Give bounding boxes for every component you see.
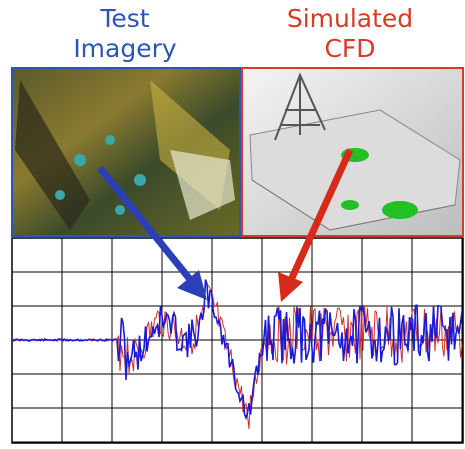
test-photo <box>12 68 240 236</box>
left-label-line2: Imagery <box>73 34 177 63</box>
right-label-line2: CFD <box>324 34 375 63</box>
right-label-line1: Simulated <box>287 4 413 33</box>
left-label-line1: Test <box>99 4 149 33</box>
figure: Test Imagery Simulated CFD <box>0 0 465 449</box>
signal-plot <box>12 238 463 443</box>
